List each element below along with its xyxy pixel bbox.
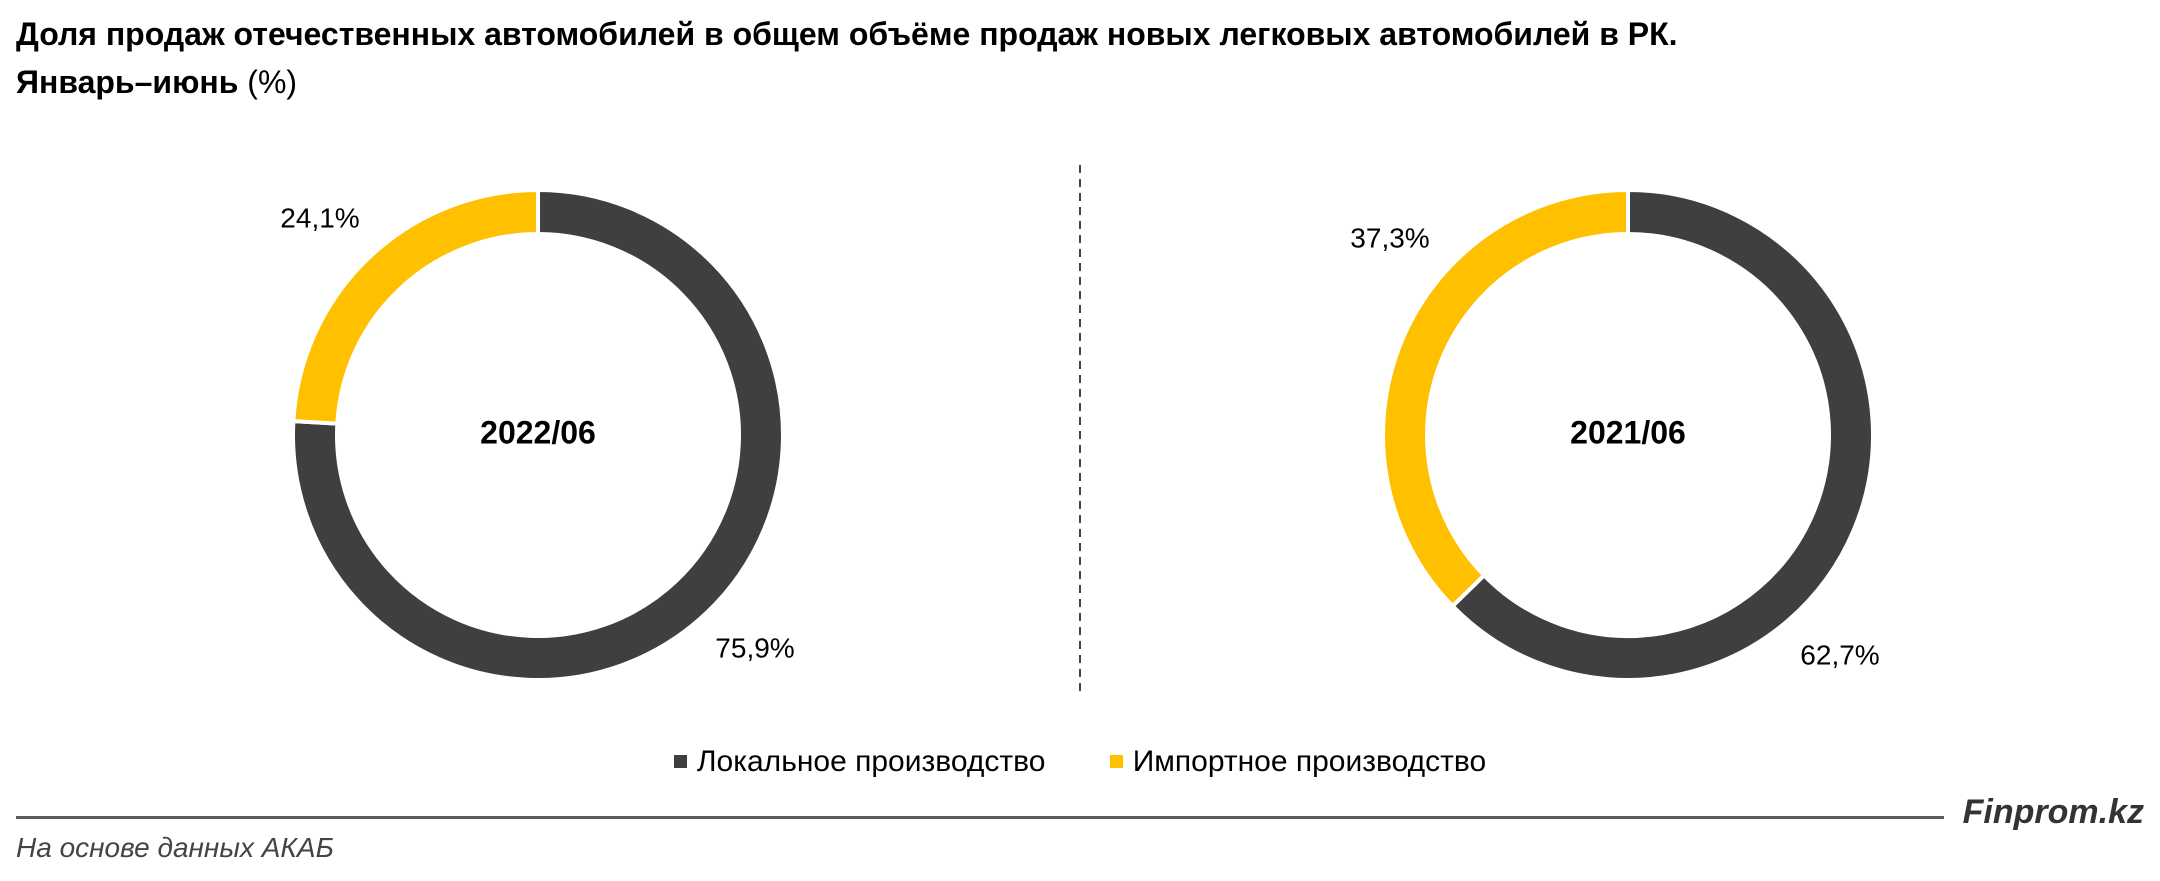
donut-2-label-import: 37,3% — [1350, 222, 1429, 253]
donut-charts: 2022/06 75,9% 24,1% 2021/06 62,7% 37,3% — [280, 165, 1880, 695]
chart-title-unit: (%) — [247, 64, 298, 100]
source-note: На основе данных АКАБ — [16, 832, 334, 863]
chart-title: Доля продаж отечественных автомобилей в … — [16, 10, 2136, 106]
legend-label-local: Локальное производство — [696, 745, 1046, 778]
donut-1-slice-import — [291, 187, 540, 426]
legend-item-import: Импортное производство — [1109, 740, 1487, 784]
donut-2-slice-import — [1381, 187, 1630, 609]
donut-1-center-label: 2022/06 — [480, 414, 596, 450]
donut-2-center-label: 2021/06 — [1570, 414, 1686, 450]
legend-item-local: Локальное производство — [673, 740, 1046, 784]
legend-swatch-local — [673, 755, 687, 768]
legend: Локальное производство Импортное произво… — [0, 740, 2160, 784]
footer-rule — [16, 816, 1944, 819]
donut-2-slice-local — [1449, 187, 1875, 682]
legend-label-import: Импортное производство — [1132, 745, 1487, 778]
legend-swatch-import — [1109, 755, 1123, 768]
chart-title-period: Январь–июнь — [16, 64, 239, 100]
brand-logo-text: Finprom.kz — [1962, 793, 2144, 831]
donut-1-label-local: 75,9% — [715, 632, 794, 663]
donut-1-slice-local — [291, 187, 785, 682]
chart-title-line2: Январь–июнь (%) — [16, 58, 2136, 106]
donut-1-label-import: 24,1% — [280, 202, 359, 233]
chart-title-line1: Доля продаж отечественных автомобилей в … — [16, 16, 1678, 52]
donut-2-label-local: 62,7% — [1800, 639, 1879, 670]
